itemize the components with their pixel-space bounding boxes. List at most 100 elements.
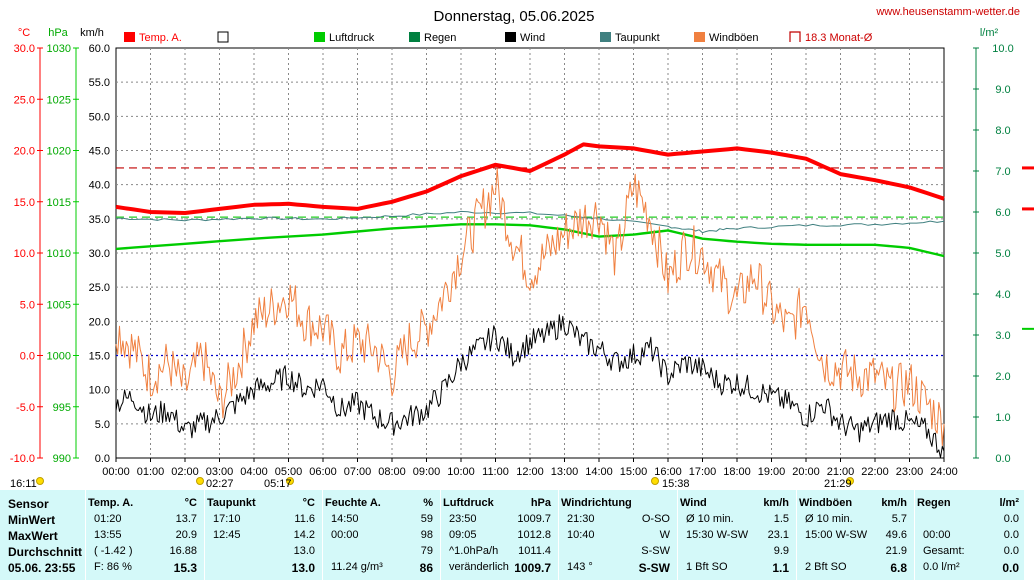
- stats-cell-wind-label: 15:30 W-SW: [686, 529, 749, 541]
- stats-divider: [796, 490, 797, 580]
- stats-cell-dew-value: 13.0: [293, 545, 315, 557]
- stats-cell-gust-label: 2 Bft SO: [805, 561, 847, 573]
- temp-tick-label: 30.0: [14, 43, 35, 55]
- x-tick-label: 02:00: [171, 466, 199, 478]
- stats-header-press: Luftdruck: [443, 497, 494, 509]
- gust-series-line: [115, 168, 945, 447]
- pressure-tick-label: 1020: [47, 146, 71, 158]
- pressure-tick-label: 1025: [47, 94, 71, 106]
- stats-cell-temp-label: 13:55: [94, 529, 122, 541]
- stats-cell-wdir-value: W: [659, 529, 670, 541]
- stats-cell-wind-label: Ø 10 min.: [686, 513, 734, 525]
- stats-divider: [440, 490, 441, 580]
- stats-cell-wdir-value: S-SW: [638, 561, 670, 575]
- stats-cell-press-label: ^1.0hPa/h: [449, 545, 499, 557]
- x-tick-label: 03:00: [206, 466, 234, 478]
- pressure-tick-label: 990: [53, 453, 71, 465]
- row-label-max: MaxWert: [8, 529, 58, 543]
- pressure-tick-label: 1000: [47, 351, 71, 363]
- legend-swatch: [694, 32, 705, 42]
- stats-cell-gust-value: 49.6: [885, 529, 907, 541]
- stats-cell-rain-value: 0.0: [1003, 529, 1019, 541]
- wind-tick-label: 15.0: [89, 351, 110, 363]
- stats-cell-wdir-value: S-SW: [641, 545, 670, 557]
- pressure-tick-label: 1005: [47, 299, 71, 311]
- stats-cell-temp-label: ( -1.42 ): [94, 545, 133, 557]
- x-tick-label: 13:00: [551, 466, 579, 478]
- x-tick-label: 11:00: [482, 466, 509, 478]
- stats-divider: [677, 490, 678, 580]
- sun-markers: 16:11 02:27 05:17 15:38 21:29: [10, 477, 854, 490]
- sun-time-label: 02:27: [206, 478, 234, 490]
- temp-series-line: [115, 142, 945, 215]
- series-group: [115, 142, 1034, 459]
- rain-tick-label: 5.0: [995, 248, 1010, 260]
- stats-header-hum: Feuchte A.: [325, 497, 381, 509]
- row-label-avg: Durchschnitt: [8, 545, 83, 559]
- stats-cell-gust-value: 6.8: [890, 561, 907, 575]
- stats-cell-wdir-label: 21:30: [567, 513, 595, 525]
- stats-cell-dew-value: 14.2: [293, 529, 315, 541]
- sun-icon: [286, 477, 294, 485]
- website-link[interactable]: www.heusenstamm-wetter.de: [875, 6, 1020, 18]
- stats-cell-press-label: 23:50: [449, 513, 477, 525]
- stats-cell-dew-value: 11.6: [294, 513, 315, 525]
- stats-cell-wind-value: 23.1: [767, 529, 789, 541]
- temp-tick-label: 0.0: [20, 351, 35, 363]
- stats-divider: [85, 490, 86, 580]
- rain-tick-label: 4.0: [995, 289, 1010, 301]
- x-tick-label: 08:00: [378, 466, 406, 478]
- dewpoint-series-line: [116, 210, 945, 234]
- x-tick-label: 17:00: [689, 466, 717, 478]
- stats-cell-hum-value: 79: [420, 545, 433, 557]
- stats-unit-dew: °C: [302, 497, 315, 509]
- stats-cell-gust-value: 5.7: [891, 513, 907, 525]
- stats-cell-gust-value: 21.9: [885, 545, 907, 557]
- stats-cell-hum-label: 00:00: [331, 529, 359, 541]
- wind-tick-label: 35.0: [89, 214, 110, 226]
- stats-unit-hum: %: [423, 497, 433, 509]
- wind-tick-label: 60.0: [89, 43, 110, 55]
- x-tick-label: 22:00: [861, 466, 889, 478]
- stats-cell-hum-value: 59: [420, 513, 433, 525]
- x-tick-label: 18:00: [723, 466, 751, 478]
- sun-time-label: 15:38: [662, 478, 690, 490]
- wind-tick-label: 5.0: [95, 419, 110, 431]
- wind-tick-label: 0.0: [95, 453, 110, 465]
- wind-tick-label: 50.0: [89, 111, 110, 123]
- sun-time-label: 21:29: [824, 478, 852, 490]
- row-label-sensor: Sensor: [8, 497, 49, 511]
- wind-unit-label: km/h: [80, 27, 104, 39]
- stats-cell-rain-label: Gesamt:: [923, 545, 965, 557]
- stats-divider: [558, 490, 559, 580]
- temp-tick-label: 20.0: [14, 146, 35, 158]
- stats-divider: [914, 490, 915, 580]
- stats-cell-hum-value: 98: [420, 529, 433, 541]
- x-tick-label: 10:00: [447, 466, 475, 478]
- stats-cell-press-label: 09:05: [449, 529, 477, 541]
- pressure-series-line: [115, 223, 945, 258]
- stats-cell-press-value: 1009.7: [514, 561, 551, 575]
- pressure-unit-label: hPa: [48, 27, 68, 39]
- stats-cell-temp-label: 01:20: [94, 513, 122, 525]
- temp-tick-label: -10.0: [10, 453, 35, 465]
- legend-swatch: [314, 32, 325, 42]
- pressure-tick-label: 995: [53, 402, 71, 414]
- legend-swatch: [600, 32, 611, 42]
- stats-unit-temp: °C: [184, 497, 197, 509]
- sun-time-label: 16:11: [10, 478, 37, 490]
- x-tick-label: 07:00: [344, 466, 372, 478]
- legend-swatch: [409, 32, 420, 42]
- rain-tick-label: 1.0: [995, 412, 1010, 424]
- stats-cell-gust-label: 15:00 W-SW: [805, 529, 868, 541]
- x-tick-label: 23:00: [896, 466, 924, 478]
- legend-label: Taupunkt: [615, 32, 660, 44]
- stats-cell-press-label: veränderlich: [449, 561, 509, 573]
- stats-cell-wind-value: 1.5: [773, 513, 789, 525]
- stats-cell-temp-value: 16.88: [169, 545, 197, 557]
- x-tick-label: 14:00: [585, 466, 613, 478]
- stats-cell-dew-label: 12:45: [213, 529, 241, 541]
- legend-swatch: [124, 32, 135, 42]
- pressure-tick-label: 1010: [47, 248, 71, 260]
- x-tick-label: 15:00: [620, 466, 648, 478]
